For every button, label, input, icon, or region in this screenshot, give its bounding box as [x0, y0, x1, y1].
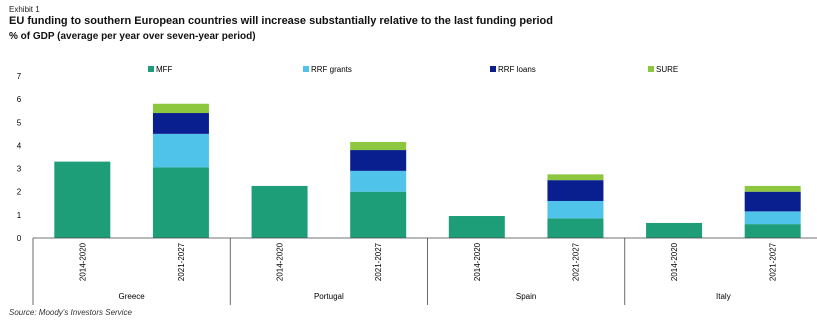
bar-segment-sure	[744, 185, 801, 192]
x-tick-label: 2021-2027	[177, 242, 186, 281]
bar-segment-sure	[547, 174, 604, 181]
legend-swatch-rrf-loans	[490, 66, 496, 72]
x-tick-label: 2021-2027	[571, 242, 580, 281]
bar-segment-rrf-grants	[152, 133, 209, 168]
x-tick-label: 2021-2027	[374, 242, 383, 281]
legend-label-mff: MFF	[156, 65, 173, 74]
bar-segment-mff	[744, 224, 801, 238]
bar-segment-rrf-loans	[744, 191, 801, 212]
legend: MFF RRF grants RRF loans SURE	[148, 65, 678, 74]
source-note: Source: Moody's Investors Service	[9, 308, 132, 317]
bar-segment-mff	[350, 191, 407, 238]
bar-segment-mff	[547, 218, 604, 238]
x-axis: 2014-2020 2021-2027 2014-2020 2021-2027 2014…	[32, 237, 817, 305]
legend-label-rrf-loans: RRF loans	[498, 65, 536, 74]
x-tick-label: 2014-2020	[670, 242, 679, 281]
bar-segment-rrf-loans	[350, 150, 407, 171]
x-tick-label: 2014-2020	[276, 242, 285, 281]
bar-segment-rrf-grants	[744, 211, 801, 225]
chart-subtitle: % of GDP (average per year over seven-ye…	[9, 31, 256, 42]
exhibit-label: Exhibit 1	[9, 5, 40, 14]
legend-swatch-rrf-grants	[303, 66, 309, 72]
group-label-portugal: Portugal	[314, 292, 344, 301]
x-tick-label: 2021-2027	[769, 242, 778, 281]
bar-segment-sure	[350, 141, 407, 151]
bar-segment-mff	[152, 167, 209, 238]
y-tick-label: 0	[17, 234, 22, 243]
bar-segment-mff	[54, 161, 111, 238]
bar-segment-mff	[448, 216, 505, 238]
legend-label-sure: SURE	[656, 65, 678, 74]
bar-segment-rrf-grants	[350, 170, 407, 192]
bar-segment-rrf-grants	[547, 200, 604, 219]
group-label-spain: Spain	[516, 292, 536, 301]
y-tick-label: 1	[17, 211, 22, 220]
legend-label-rrf-grants: RRF grants	[311, 65, 352, 74]
bar-segment-mff	[251, 185, 308, 238]
y-axis: 0 1 2 3 4 5 6 7	[17, 72, 22, 243]
legend-swatch-sure	[648, 66, 654, 72]
bar-segment-sure	[152, 103, 209, 114]
legend-swatch-mff	[148, 66, 154, 72]
group-label-italy: Italy	[716, 292, 731, 301]
group-label-greece: Greece	[119, 292, 146, 301]
y-tick-label: 3	[17, 165, 22, 174]
y-tick-label: 4	[17, 141, 22, 150]
y-tick-label: 6	[17, 95, 22, 104]
chart-title: EU funding to southern European countrie…	[9, 15, 553, 27]
x-tick-label: 2014-2020	[78, 242, 87, 281]
y-tick-label: 5	[17, 118, 22, 127]
bar-segment-rrf-loans	[152, 113, 209, 134]
bar-segment-rrf-loans	[547, 180, 604, 201]
bar-segment-mff	[646, 222, 703, 238]
y-tick-label: 2	[17, 188, 22, 197]
y-tick-label: 7	[17, 72, 22, 81]
x-tick-label: 2014-2020	[473, 242, 482, 281]
bars	[54, 103, 801, 238]
